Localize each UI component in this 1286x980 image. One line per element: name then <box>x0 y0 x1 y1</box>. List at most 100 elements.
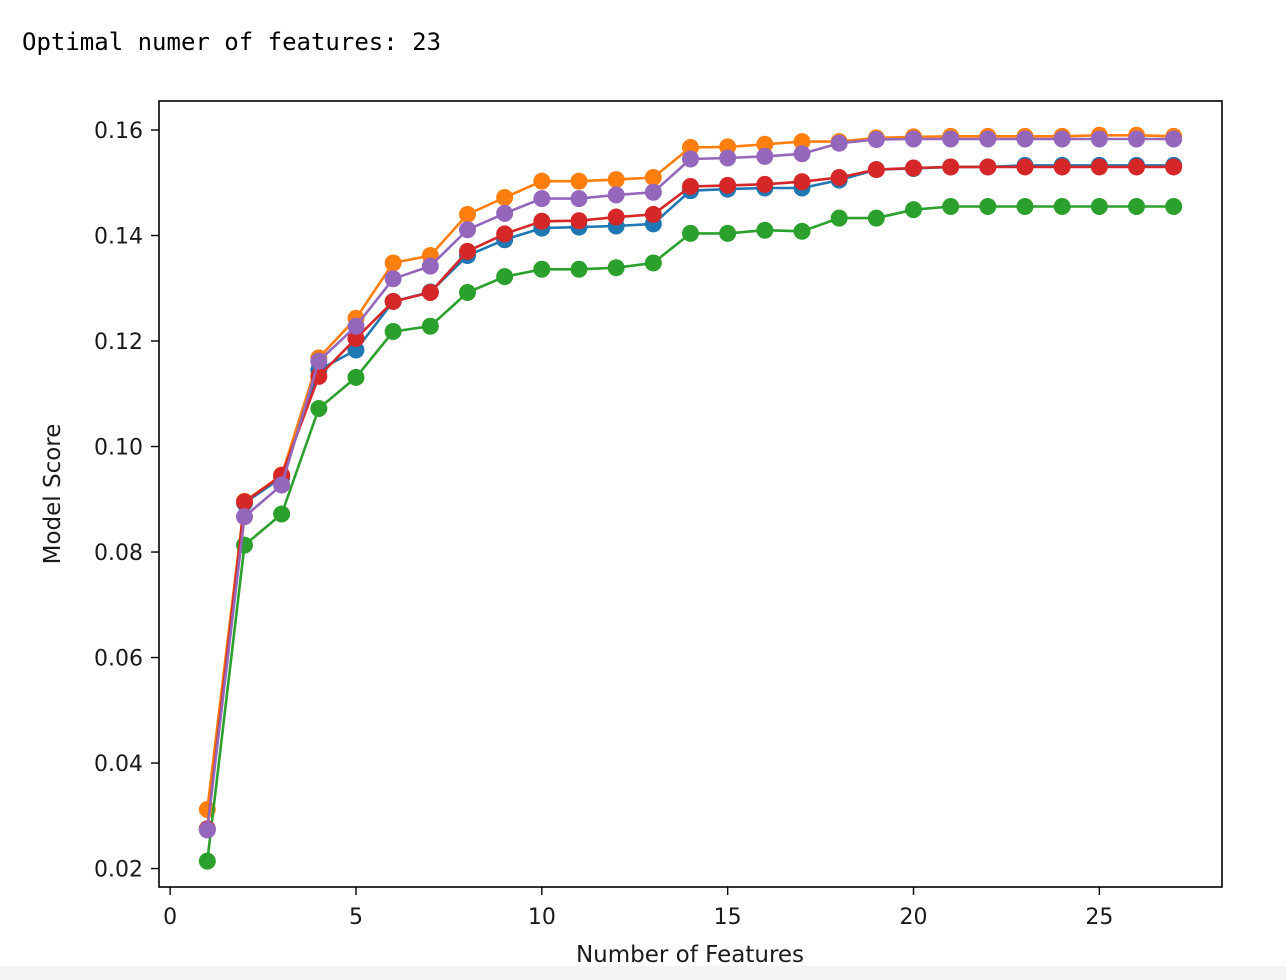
data-point <box>496 189 514 207</box>
data-point <box>310 352 328 370</box>
data-point <box>607 186 625 204</box>
data-point <box>533 172 551 190</box>
data-point <box>1128 198 1146 216</box>
data-point <box>1090 130 1108 148</box>
data-point <box>793 173 811 191</box>
series-5 <box>198 130 1183 839</box>
data-point <box>644 254 662 272</box>
data-point <box>458 242 476 260</box>
data-point <box>1165 198 1183 216</box>
data-point <box>830 168 848 186</box>
data-point <box>979 198 997 216</box>
data-point <box>198 821 216 839</box>
y-tick-label: 0.12 <box>94 330 143 355</box>
data-point <box>793 133 811 151</box>
data-point <box>756 175 774 193</box>
y-tick-label: 0.14 <box>94 225 143 250</box>
data-point <box>496 204 514 222</box>
x-tick-label: 0 <box>163 905 177 930</box>
x-tick-label: 20 <box>900 905 928 930</box>
data-point <box>1016 130 1034 148</box>
x-axis: 0 5 10 15 20 25 <box>163 887 1113 930</box>
x-tick-label: 25 <box>1085 905 1113 930</box>
data-point <box>1053 130 1071 148</box>
data-point <box>384 270 402 288</box>
data-point <box>310 400 328 418</box>
data-point <box>979 130 997 148</box>
data-point <box>533 190 551 208</box>
data-point <box>830 209 848 227</box>
data-point <box>458 205 476 223</box>
data-point <box>1165 158 1183 176</box>
data-point <box>830 134 848 152</box>
data-point <box>421 257 439 275</box>
data-point <box>1016 198 1034 216</box>
data-point <box>1090 158 1108 176</box>
data-point <box>1128 130 1146 148</box>
data-point <box>719 176 737 194</box>
x-tick-label: 15 <box>714 905 742 930</box>
data-point <box>756 135 774 153</box>
data-point <box>421 317 439 335</box>
data-point <box>273 476 291 494</box>
data-point <box>458 221 476 239</box>
data-point <box>235 493 253 511</box>
y-tick-label: 0.04 <box>94 752 143 777</box>
x-axis-title: Number of Features <box>576 942 804 968</box>
y-axis: 0.02 0.04 0.06 0.08 0.10 0.12 0.14 0.16 <box>94 119 159 883</box>
data-point <box>979 158 997 176</box>
data-point <box>1090 198 1108 216</box>
data-point <box>533 212 551 230</box>
data-point <box>570 260 588 278</box>
y-tick-label: 0.10 <box>94 436 143 461</box>
data-point <box>1053 198 1071 216</box>
data-point <box>644 168 662 186</box>
data-point <box>793 222 811 240</box>
cell-output-text: Optimal numer of features: 23 <box>22 28 442 56</box>
data-point <box>421 283 439 301</box>
data-point <box>867 161 885 179</box>
data-point <box>607 208 625 226</box>
data-point <box>570 172 588 190</box>
data-point <box>942 158 960 176</box>
plot-frame <box>158 100 1223 888</box>
data-point <box>347 329 365 347</box>
data-point <box>1053 158 1071 176</box>
data-point <box>682 177 699 195</box>
data-point <box>1165 130 1183 148</box>
y-axis-title: Model Score <box>40 424 66 565</box>
data-point <box>644 205 662 223</box>
data-point <box>942 198 960 216</box>
data-point <box>607 171 625 189</box>
data-point <box>719 149 737 167</box>
data-point <box>458 283 476 301</box>
y-tick-label: 0.02 <box>94 858 143 883</box>
data-point <box>607 259 625 277</box>
bottom-strip <box>0 966 1286 980</box>
x-tick-label: 10 <box>528 905 556 930</box>
data-point <box>198 852 216 870</box>
data-point <box>533 260 551 278</box>
y-tick-label: 0.06 <box>94 647 143 672</box>
data-point <box>942 130 960 148</box>
data-point <box>905 130 923 148</box>
data-point <box>644 183 662 201</box>
series-layer <box>198 126 1183 870</box>
data-point <box>570 190 588 208</box>
data-point <box>905 201 923 219</box>
data-point <box>1128 158 1146 176</box>
data-point <box>347 317 365 335</box>
data-point <box>273 505 291 523</box>
data-point <box>756 147 774 165</box>
data-point <box>682 224 699 242</box>
data-point <box>496 225 514 243</box>
data-point <box>682 150 699 168</box>
data-point <box>384 254 402 272</box>
data-point <box>198 800 216 818</box>
data-point <box>905 159 923 177</box>
data-point <box>496 268 514 286</box>
data-point <box>235 508 253 526</box>
data-point <box>756 221 774 239</box>
x-tick-label: 5 <box>349 905 363 930</box>
